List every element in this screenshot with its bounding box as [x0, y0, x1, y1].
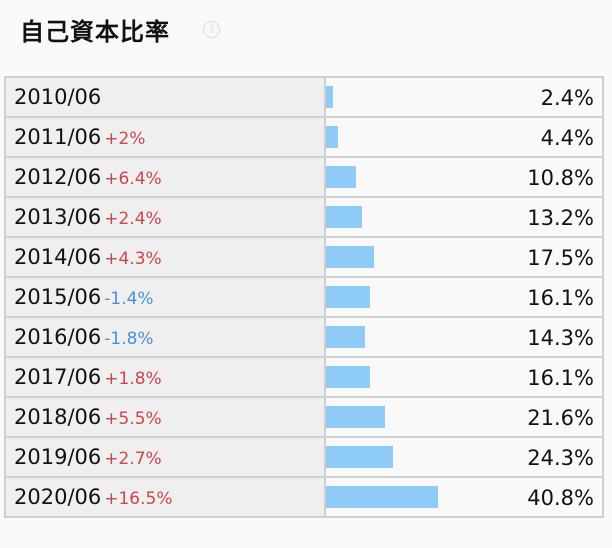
value-cell: 2.4% [324, 76, 604, 118]
value-label: 17.5% [527, 246, 594, 270]
value-label: 2.4% [540, 86, 594, 110]
value-label: 16.1% [527, 366, 594, 390]
change-label: -1.8% [104, 329, 154, 349]
period-label: 2019/06 [14, 445, 102, 469]
table-row: 2016/06 -1.8% 14.3% [4, 316, 604, 358]
table-row: 2011/06 +2% 4.4% [4, 116, 604, 158]
change-label: +6.4% [104, 169, 162, 189]
period-cell: 2017/06 +1.8% [4, 356, 326, 398]
page-title: 自己資本比率 [20, 18, 170, 46]
value-label: 40.8% [527, 486, 594, 510]
table-row: 2012/06 +6.4% 10.8% [4, 156, 604, 198]
period-cell: 2014/06 +4.3% [4, 236, 326, 278]
table-row: 2019/06 +2.7% 24.3% [4, 436, 604, 478]
table-row: 2014/06 +4.3% 17.5% [4, 236, 604, 278]
period-label: 2017/06 [14, 365, 102, 389]
period-label: 2018/06 [14, 405, 102, 429]
value-cell: 4.4% [324, 116, 604, 158]
period-label: 2020/06 [14, 485, 102, 509]
bar [326, 126, 339, 148]
value-cell: 21.6% [324, 396, 604, 438]
period-cell: 2013/06 +2.4% [4, 196, 326, 238]
bar [326, 86, 333, 108]
bar [326, 286, 371, 308]
change-label: +5.5% [104, 409, 162, 429]
period-cell: 2015/06 -1.4% [4, 276, 326, 318]
bar [326, 486, 439, 508]
period-label: 2015/06 [14, 285, 102, 309]
table-row: 2010/06 2.4% [4, 76, 604, 118]
period-cell: 2012/06 +6.4% [4, 156, 326, 198]
period-label: 2014/06 [14, 245, 102, 269]
value-label: 21.6% [527, 406, 594, 430]
question-circle-icon[interactable]: ? [203, 21, 220, 38]
value-label: 24.3% [527, 446, 594, 470]
value-cell: 13.2% [324, 196, 604, 238]
bar [326, 206, 363, 228]
change-label: +2.7% [104, 449, 162, 469]
bar [326, 366, 371, 388]
value-cell: 17.5% [324, 236, 604, 278]
table-row: 2018/06 +5.5% 21.6% [4, 396, 604, 438]
equity-ratio-table: 2010/06 2.4% 2011/06 +2% 4.4% 2012/06 +6.4% 10.… [4, 76, 604, 518]
value-cell: 10.8% [324, 156, 604, 198]
change-label: +16.5% [104, 489, 173, 509]
change-label: +4.3% [104, 249, 162, 269]
value-cell: 24.3% [324, 436, 604, 478]
bar [326, 246, 375, 268]
period-cell: 2011/06 +2% [4, 116, 326, 158]
table-row: 2020/06 +16.5% 40.8% [4, 476, 604, 518]
value-label: 14.3% [527, 326, 594, 350]
period-label: 2012/06 [14, 165, 102, 189]
period-label: 2011/06 [14, 125, 102, 149]
value-label: 10.8% [527, 166, 594, 190]
period-label: 2016/06 [14, 325, 102, 349]
bar [326, 326, 366, 348]
period-cell: 2016/06 -1.8% [4, 316, 326, 358]
period-cell: 2020/06 +16.5% [4, 476, 326, 518]
table-row: 2013/06 +2.4% 13.2% [4, 196, 604, 238]
table-row: 2017/06 +1.8% 16.1% [4, 356, 604, 398]
value-label: 16.1% [527, 286, 594, 310]
period-cell: 2019/06 +2.7% [4, 436, 326, 478]
value-label: 13.2% [527, 206, 594, 230]
table-row: 2015/06 -1.4% 16.1% [4, 276, 604, 318]
change-label: -1.4% [104, 289, 154, 309]
value-label: 4.4% [540, 126, 594, 150]
bar [326, 446, 393, 468]
period-cell: 2010/06 [4, 76, 326, 118]
value-cell: 16.1% [324, 276, 604, 318]
period-label: 2010/06 [14, 85, 102, 109]
period-cell: 2018/06 +5.5% [4, 396, 326, 438]
bar [326, 166, 356, 188]
bar [326, 406, 386, 428]
value-cell: 14.3% [324, 316, 604, 358]
period-label: 2013/06 [14, 205, 102, 229]
value-cell: 40.8% [324, 476, 604, 518]
value-cell: 16.1% [324, 356, 604, 398]
change-label: +2% [104, 129, 146, 149]
change-label: +2.4% [104, 209, 162, 229]
change-label: +1.8% [104, 369, 162, 389]
